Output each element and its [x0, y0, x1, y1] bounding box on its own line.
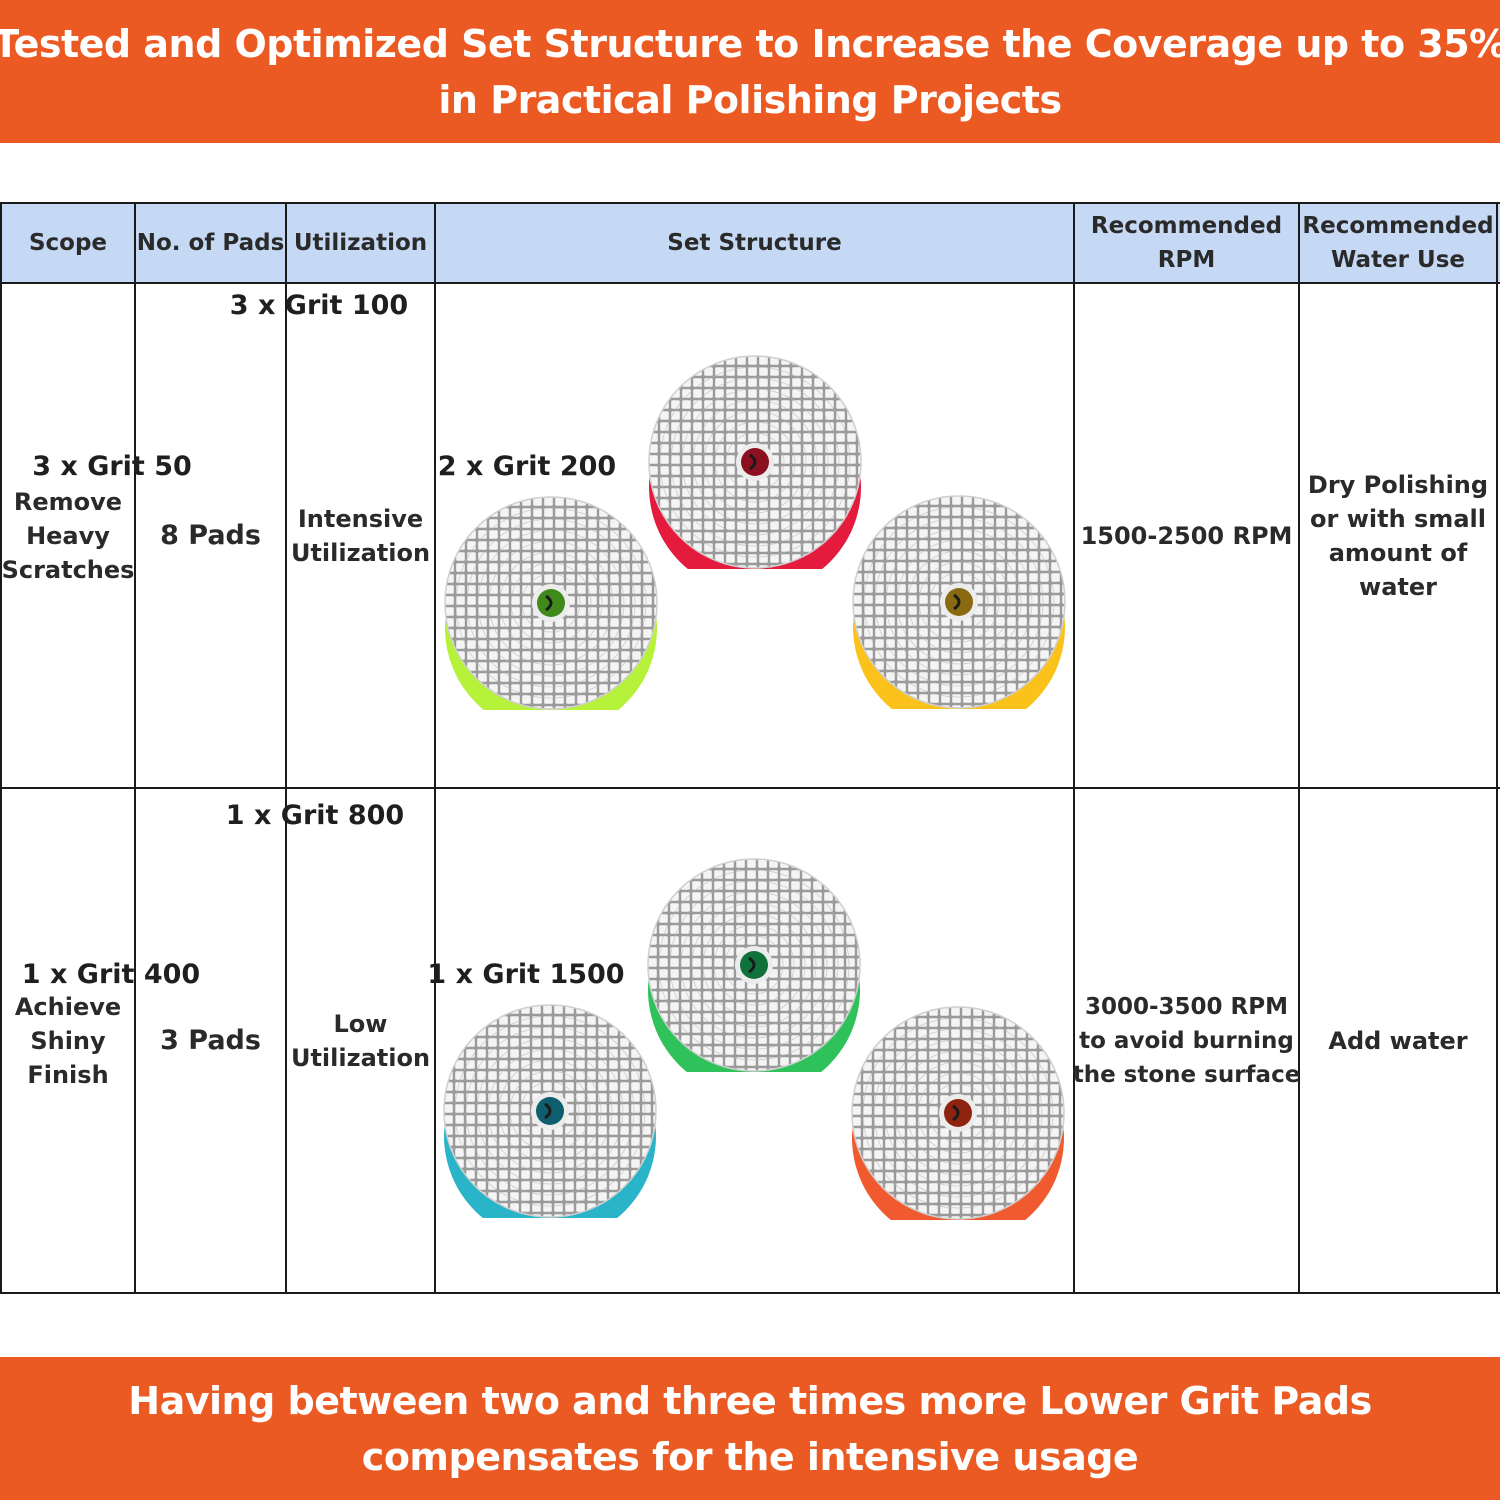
header-set-structure: Set Structure	[436, 204, 1073, 282]
row-2-rpm-line: 3000-3500 RPM	[1084, 993, 1289, 1020]
pad-label-grit-1500: 1 x Grit 1500	[427, 959, 625, 990]
table-col-divider	[1298, 202, 1300, 1294]
bottom-banner-line-2: compensates for the intensive usage	[361, 1434, 1139, 1479]
table-border-bottom	[0, 1292, 1500, 1294]
pad-graphic: 800	[647, 858, 861, 1072]
bottom-banner-line-1: Having between two and three times more …	[128, 1378, 1372, 1423]
header-rpm: Recommended RPM	[1075, 204, 1298, 282]
header-water-line-2: Water Use	[1331, 247, 1465, 273]
pad-graphic: 100	[648, 355, 862, 569]
pad-graphic: 50	[444, 496, 658, 710]
header-scope: Scope	[2, 204, 134, 282]
row-2-pads: 3 Pads	[136, 789, 285, 1292]
row-2-pads-value: 3 Pads	[160, 1024, 261, 1056]
polishing-pad-grit-50: 50	[444, 496, 658, 710]
row-2-scope-line: Shiny	[30, 1026, 106, 1055]
top-banner-line-1: Tested and Optimized Set Structure to In…	[0, 21, 1500, 66]
row-1-scope: Remove Heavy Scratches	[1, 284, 135, 787]
header-rpm-line-2: RPM	[1157, 247, 1216, 273]
row-1-pads-value: 8 Pads	[160, 519, 261, 551]
top-banner-line-2: in Practical Polishing Projects	[438, 77, 1062, 122]
table-border-left	[0, 202, 2, 1294]
header-scope-label: Scope	[28, 230, 108, 256]
header-utilization-label: Utilization	[293, 230, 428, 256]
row-2-utilization-line: Low	[333, 1009, 388, 1038]
header-pads: No. of Pads	[136, 204, 285, 282]
header-utilization: Utilization	[287, 204, 434, 282]
header-water-line-1: Recommended	[1302, 213, 1494, 239]
table-col-divider	[285, 202, 287, 1294]
pad-graphic: 200	[852, 495, 1066, 709]
row-2-scope-line: Finish	[27, 1060, 109, 1089]
row-1-scope-line: Heavy	[26, 521, 110, 550]
table-border-top	[0, 202, 1500, 204]
top-banner: Tested and Optimized Set Structure to In…	[0, 0, 1500, 143]
row-2-utilization-line: Utilization	[290, 1043, 431, 1072]
row-2-rpm-line: to avoid burning	[1079, 1027, 1294, 1054]
polishing-pad-grit-200: 200	[852, 495, 1066, 709]
row-2-water-line: Add water	[1328, 1026, 1468, 1055]
header-pads-label: No. of Pads	[136, 230, 285, 256]
row-2-utilization: Low Utilization	[287, 789, 434, 1292]
table-header-row	[0, 202, 1500, 282]
row-2-rpm: 3000-3500 RPM to avoid burning the stone…	[1072, 789, 1301, 1292]
header-water: Recommended Water Use	[1300, 204, 1496, 282]
pad-label-grit-400: 1 x Grit 400	[21, 959, 201, 990]
row-1-scope-line: Remove	[13, 487, 123, 516]
row-1-scope-line: Scratches	[1, 555, 135, 584]
row-1-water-line: Dry Polishing	[1307, 470, 1489, 499]
row-2-water: Add water	[1300, 789, 1496, 1292]
pad-graphic: 1500	[851, 1006, 1065, 1220]
table-col-divider	[134, 202, 136, 1294]
pad-graphic: 400	[443, 1004, 657, 1218]
row-1-water-line: amount of	[1328, 538, 1468, 567]
header-rpm-line-1: Recommended	[1090, 213, 1283, 239]
row-1-water: Dry Polishing or with small amount of wa…	[1300, 284, 1496, 787]
row-1-rpm-line: 1500-2500 RPM	[1080, 521, 1293, 550]
row-1-utilization-line: Intensive	[297, 504, 424, 533]
polishing-pad-grit-800: 800	[647, 858, 861, 1072]
table-border-right	[1496, 202, 1498, 1294]
table-col-divider	[434, 202, 436, 1294]
grit-set-table: Scope No. of Pads Utilization Set Struct…	[0, 202, 1500, 1294]
row-2-scope: Achieve Shiny Finish	[2, 789, 134, 1292]
row-2-scope-line: Achieve	[14, 992, 122, 1021]
row-1-utilization-line: Utilization	[290, 538, 431, 567]
pad-label-grit-50: 3 x Grit 50	[32, 451, 192, 482]
pad-label-grit-200: 2 x Grit 200	[437, 451, 617, 482]
row-1-rpm: 1500-2500 RPM	[1075, 284, 1298, 787]
row-1-utilization: Intensive Utilization	[287, 284, 434, 787]
row-1-pads: 8 Pads	[136, 284, 285, 787]
polishing-pad-grit-1500: 1500	[851, 1006, 1065, 1220]
polishing-pad-grit-100: 100	[648, 355, 862, 569]
table-divider-row	[0, 787, 1500, 789]
bottom-banner: Having between two and three times more …	[0, 1357, 1500, 1500]
table-divider-header	[0, 282, 1500, 284]
table-col-divider	[1073, 202, 1075, 1294]
row-2-rpm-line: the stone surface	[1072, 1061, 1301, 1088]
row-1-water-line: water	[1359, 572, 1437, 601]
pad-label-grit-800: 1 x Grit 800	[225, 800, 405, 831]
row-1-water-line: or with small	[1310, 504, 1486, 533]
polishing-pad-grit-400: 400	[443, 1004, 657, 1218]
pad-label-grit-100: 3 x Grit 100	[229, 290, 409, 321]
header-set-structure-label: Set Structure	[667, 230, 842, 256]
